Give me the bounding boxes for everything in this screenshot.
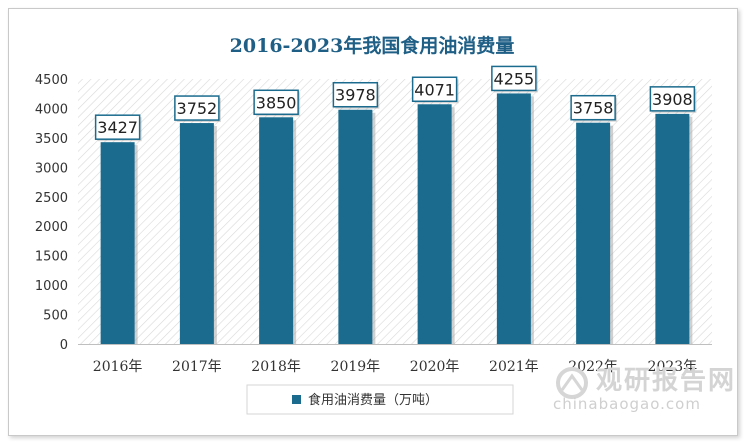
data-label-box (253, 89, 299, 116)
bar (100, 142, 135, 344)
watermark-logo-icon (556, 367, 588, 399)
bar-series: 3427 3752 3850 3978 4071 4255 3758 3908 (94, 65, 697, 345)
data-label-box (174, 95, 220, 121)
legend-box (246, 384, 514, 415)
y-tick-label: 3500 (35, 132, 68, 147)
legend: 食用油消费量（万吨） (246, 384, 514, 415)
data-label: 3850 (256, 93, 297, 112)
x-tick-label: 2020年 (410, 359, 460, 375)
x-tick-label: 2021年 (489, 359, 539, 375)
x-tick-label: 2017年 (172, 359, 222, 375)
data-label: 4255 (494, 69, 535, 88)
data-label-box (94, 114, 141, 140)
bar (179, 123, 214, 344)
legend-swatch (292, 395, 301, 404)
y-tick-label: 4000 (35, 102, 68, 117)
y-tick-label: 2500 (35, 191, 68, 206)
data-label: 4071 (414, 80, 455, 99)
watermark-url: chinabaogao.com (553, 395, 701, 413)
y-tick-label: 3000 (35, 161, 68, 176)
data-label-box (332, 81, 379, 108)
data-label: 3752 (177, 99, 218, 118)
y-tick-label: 1500 (35, 250, 68, 265)
x-axis: 2016年 2017年 2018年 2019年 2020年 2021年 2022年 2023年 (78, 344, 712, 375)
data-label-box (491, 65, 537, 92)
x-tick-label: 2016年 (93, 359, 143, 375)
data-label: 3908 (652, 90, 693, 109)
data-label: 3427 (97, 118, 138, 137)
data-label: 3978 (335, 86, 376, 105)
x-tick-label: 2023年 (648, 359, 698, 375)
bar (655, 113, 690, 345)
bar (259, 117, 294, 345)
bar (417, 104, 452, 344)
bar (496, 93, 531, 344)
x-tick-label: 2019年 (331, 359, 381, 375)
chart-title: 2016-2023年我国食用油消费量 (230, 34, 515, 57)
x-tick-label: 2018年 (251, 359, 301, 375)
y-tick-label: 2000 (35, 220, 68, 235)
bar (576, 122, 611, 344)
bar (338, 109, 373, 345)
data-label-box (570, 94, 616, 121)
y-tick-label: 0 (60, 338, 68, 353)
y-tick-label: 4500 (35, 73, 68, 88)
data-label: 3758 (573, 99, 614, 118)
y-tick-label: 500 (43, 309, 68, 324)
y-tick-label: 1000 (35, 279, 68, 294)
data-label-box (649, 86, 696, 112)
data-label-box (411, 76, 458, 103)
legend-label: 食用油消费量（万吨） (308, 392, 438, 408)
watermark-name: 观研报告网 (596, 366, 737, 396)
